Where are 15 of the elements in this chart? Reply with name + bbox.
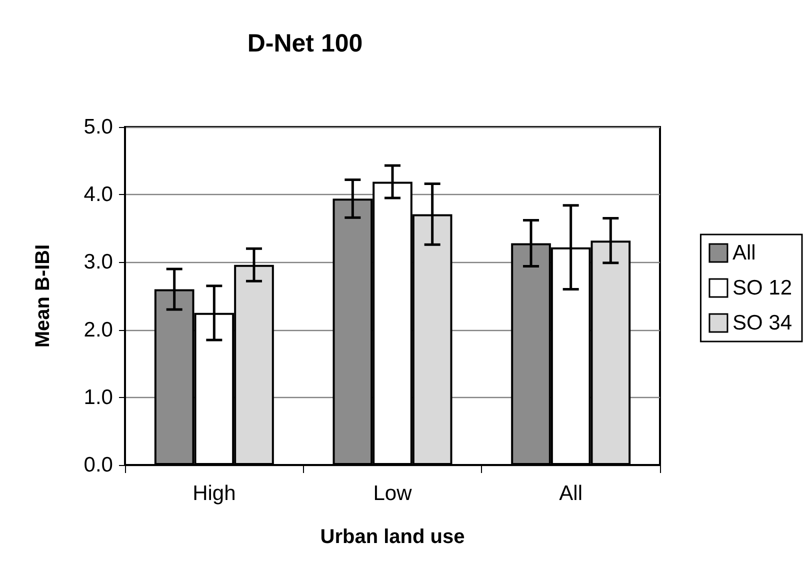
x-tick-label: All [559, 482, 583, 505]
y-tick-label: 5.0 [84, 116, 113, 138]
y-axis-title: Mean B-IBI [32, 244, 54, 348]
x-tick-label: Low [373, 482, 413, 505]
y-tick-label: 2.0 [84, 318, 113, 342]
y-tick-label: 4.0 [84, 183, 113, 206]
legend-label: SO 12 [732, 276, 792, 300]
y-tick-label: 3.0 [84, 250, 113, 274]
y-tick-label: 0.0 [84, 454, 113, 476]
legend-label: SO 34 [732, 312, 792, 334]
y-tick-label: 1.0 [84, 386, 113, 409]
x-axis-title: Urban land use [320, 526, 465, 548]
chart-title: D-Net 100 [247, 30, 363, 58]
legend-label: All [732, 242, 756, 264]
x-tick-label: High [192, 482, 236, 505]
